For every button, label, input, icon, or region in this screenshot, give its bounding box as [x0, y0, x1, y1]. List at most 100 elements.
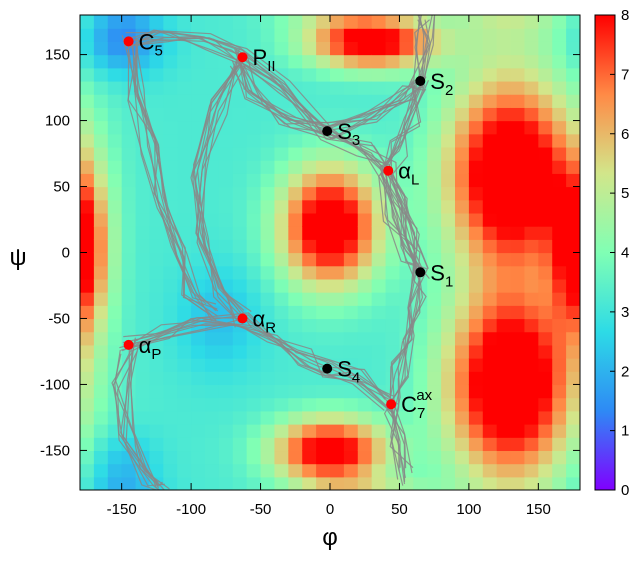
- heatmap-cell: [93, 54, 109, 69]
- heatmap-cell: [149, 450, 164, 465]
- heatmap-cell: [302, 199, 317, 214]
- heatmap-cell: [80, 41, 95, 56]
- heatmap-cell: [316, 437, 331, 452]
- heatmap-cell: [260, 292, 276, 306]
- heatmap-cell: [482, 476, 498, 490]
- heatmap-cell: [371, 67, 387, 82]
- heatmap-cell: [413, 424, 428, 438]
- heatmap-cell: [343, 212, 359, 227]
- heatmap-cell: [288, 226, 303, 240]
- heatmap-cell: [316, 239, 331, 254]
- heatmap-cell: [260, 410, 276, 425]
- heatmap-cell: [177, 371, 192, 386]
- heatmap-cell: [80, 173, 95, 188]
- heatmap-cell: [121, 278, 137, 293]
- heatmap-cell: [455, 212, 470, 227]
- heatmap-cell: [177, 410, 192, 425]
- heatmap-cell: [80, 120, 95, 135]
- heatmap-cell: [177, 397, 192, 412]
- heatmap-cell: [524, 476, 539, 490]
- heatmap-cell: [80, 67, 95, 82]
- heatmap-cell: [343, 54, 359, 69]
- heatmap-cell: [316, 476, 331, 490]
- heatmap-cell: [455, 173, 470, 188]
- heatmap-cell: [552, 463, 567, 478]
- heatmap-cell: [316, 146, 331, 161]
- heatmap-cell: [149, 410, 164, 425]
- heatmap-cell: [427, 437, 442, 452]
- heatmap-cell: [121, 265, 137, 280]
- heatmap-cell: [441, 476, 456, 490]
- heatmap-cell: [441, 94, 456, 108]
- heatmap-cell: [246, 133, 262, 148]
- heatmap-cell: [316, 28, 331, 42]
- heatmap-cell: [371, 15, 387, 29]
- heatmap-cell: [524, 424, 539, 438]
- heatmap-cell: [316, 226, 331, 240]
- heatmap-cell: [330, 305, 345, 320]
- heatmap-cell: [274, 397, 289, 412]
- heatmap-cell: [80, 371, 95, 386]
- heatmap-cell: [274, 160, 289, 174]
- heatmap-cell: [552, 67, 567, 82]
- heatmap-cell: [552, 292, 567, 306]
- heatmap-cell: [371, 278, 387, 293]
- heatmap-cell: [413, 358, 428, 372]
- heatmap-cell: [191, 437, 206, 452]
- heatmap-cell: [482, 252, 498, 267]
- heatmap-cell: [524, 107, 539, 122]
- heatmap-cell: [538, 410, 553, 425]
- heatmap-cell: [524, 54, 539, 69]
- heatmap-cell: [510, 15, 526, 29]
- heatmap-cell: [524, 450, 539, 465]
- heatmap-cell: [205, 226, 220, 240]
- heatmap-cell: [524, 15, 539, 29]
- heatmap-cell: [482, 107, 498, 122]
- heatmap-cell: [510, 384, 526, 399]
- heatmap-cell: [274, 463, 289, 478]
- heatmap-cell: [482, 384, 498, 399]
- heatmap-cell: [135, 186, 151, 201]
- heatmap-cell: [371, 94, 387, 108]
- heatmap-cell: [218, 265, 234, 280]
- heatmap-cell: [482, 146, 498, 161]
- heatmap-cell: [496, 80, 512, 95]
- heatmap-cell: [399, 384, 414, 399]
- heatmap-cell: [343, 28, 359, 42]
- heatmap-cell: [496, 437, 512, 452]
- heatmap-cell: [566, 424, 580, 438]
- heatmap-cell: [288, 278, 303, 293]
- heatmap-cell: [302, 371, 317, 386]
- heatmap-cell: [510, 450, 526, 465]
- heatmap-cell: [302, 160, 317, 174]
- heatmap-cell: [205, 173, 220, 188]
- heatmap-cell: [302, 15, 317, 29]
- heatmap-cell: [441, 344, 456, 359]
- heatmap-cell: [135, 410, 151, 425]
- heatmap-cell: [413, 450, 428, 465]
- heatmap-cell: [399, 450, 414, 465]
- heatmap-cell: [177, 186, 192, 201]
- y-tick-label: -100: [40, 376, 70, 393]
- heatmap-cell: [455, 305, 470, 320]
- heatmap-cell: [93, 107, 109, 122]
- heatmap-cell: [399, 424, 414, 438]
- heatmap-cell: [80, 410, 95, 425]
- heatmap-cell: [385, 252, 401, 267]
- heatmap-cell: [538, 226, 553, 240]
- trajectory-line: [129, 346, 159, 486]
- heatmap-cell: [218, 239, 234, 254]
- trajectory-line: [124, 324, 390, 405]
- heatmap-cell: [552, 424, 567, 438]
- heatmap-cell: [107, 226, 123, 240]
- heatmap-cell: [191, 15, 206, 29]
- heatmap-cell: [538, 331, 553, 346]
- heatmap-cell: [288, 292, 303, 306]
- heatmap-cell: [177, 437, 192, 452]
- heatmap-cell: [191, 331, 206, 346]
- heatmap-cell: [566, 476, 580, 490]
- heatmap-cell: [427, 305, 442, 320]
- heatmap-cell: [455, 94, 470, 108]
- heatmap-cell: [163, 94, 178, 108]
- heatmap-cell: [80, 331, 95, 346]
